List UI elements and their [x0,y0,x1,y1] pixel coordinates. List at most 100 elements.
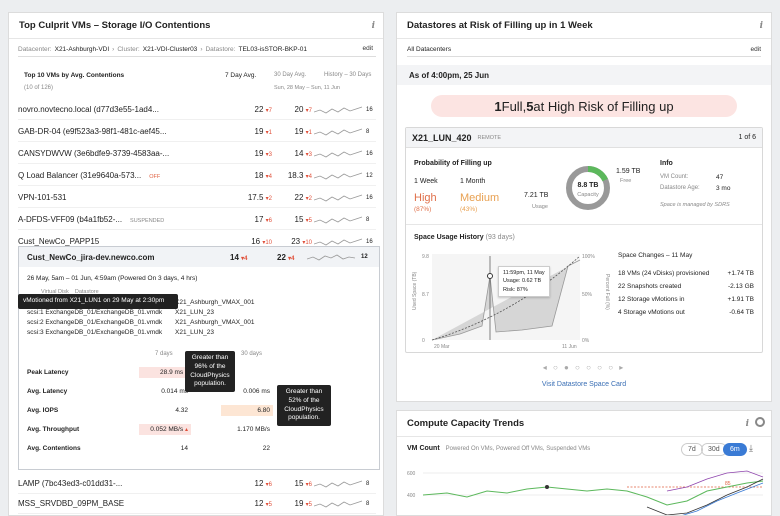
visit-space-card-link[interactable]: Visit Datastore Space Card [541,381,627,388]
breadcrumb: Datacenter: X21-Ashburgh-VDI › Cluster: X21… [18,43,376,57]
edit-link[interactable]: edit [750,46,761,53]
table-title: Top 10 VMs by Avg. Contentions [24,72,125,79]
sparkline-value: 12 [366,172,373,179]
space-change-row: 4 Storage vMotions out -0.64 TB [618,309,754,316]
gear-icon[interactable] [755,417,765,427]
avg-7day: 22 ▾7 [254,105,272,114]
y-right-label: Percent Full (%) [604,274,610,310]
table-row[interactable]: MSS_SRVDBD_09PM_BASE 12 ▾5 19 ▾5 8 [18,494,376,514]
sparkline [314,128,363,136]
range-6m[interactable]: 6m [723,443,747,456]
lun-card: X21_LUN_420 REMOTE 1 of 6 Probability of… [405,127,763,353]
space-change-row: 18 VMs (24 vDisks) provisioned +1.74 TB [618,270,754,277]
sparkline [307,254,356,261]
svg-text:9.8: 9.8 [422,254,429,260]
svg-text:20 Mar: 20 Mar [434,344,450,350]
vm-name: A-DFDS-VFF09 (b4a1fb52-... SUSPENDED [18,215,165,224]
as-of: As of 4:00pm, 25 Jun [397,65,771,85]
table-row[interactable]: LAMP (7bc43ed3-c01dd31-... 12 ▾6 15 ▾6 8 [18,474,376,494]
avg-7day: 16 ▾10 [251,237,272,246]
pager: 1 of 6 [738,134,756,141]
sparkline [314,238,363,246]
svg-text:400: 400 [407,493,416,499]
crumb-datacenter[interactable]: X21-Ashburgh-VDI [54,46,110,53]
table-row[interactable]: CANSYDWVW (3e6bdfe9-3739-4583aa-... 19 ▾… [18,144,376,164]
percentile-tooltip-2: Greater than 52% of the CloudPhysics pop… [277,385,331,427]
metric-row: Avg. IOPS 4.32 6.80 [27,401,371,419]
avg-30day: 22 ▾2 [294,193,312,202]
avg-30day: 18.3 ▾4 [287,171,312,180]
expanded-header[interactable]: Cust_NewCo_jira-dev.newco.com 14 ▾4 22 ▾… [19,247,379,267]
avg-30day: 15 ▾6 [294,479,312,488]
svg-text:600: 600 [407,471,416,477]
table-row[interactable]: A-DFDS-VFF09 (b4a1fb52-... SUSPENDED 17 ▾… [18,210,376,230]
col-30day[interactable]: 30 Day Avg. [274,72,307,78]
compute-trends-panel: Compute Capacity Trends i VM Count Powere… [396,410,772,516]
avg-7day: 18 ▾4 [254,171,272,180]
svg-text:85: 85 [725,481,731,487]
table-row[interactable]: Q Load Balancer (31e9640a-573... OFF 18 ▾… [18,166,376,186]
edit-link[interactable]: edit [362,45,373,52]
crumb-datastore[interactable]: TEL03-isSTOR-BKP-01 [238,46,307,53]
col-history: History – 30 Days [324,72,372,78]
svg-text:50%: 50% [582,292,593,298]
carousel-dots[interactable]: ◂ ○ ● ○ ○ ○ ○ ▸ [542,363,626,372]
vdisk-row: scsi:2 ExchangeDB_01/ExchangeDB_01.vmdk X… [27,319,255,326]
sparkline [314,106,363,114]
vm-count-chart[interactable]: 600 400 85 [407,461,767,516]
sparkline-value: 16 [366,106,373,113]
history-dates: Sun, 28 May – Sun, 11 Jun [274,85,340,91]
avg-7day: 17 ▾6 [254,215,272,224]
vdisk-row: scsi:3 ExchangeDB_01/ExchangeDB_01.vmdk X… [27,329,215,336]
avg-30day: 23 ▾10 [291,237,312,246]
panel-title: Datastores at Risk of Filling up in 1 We… [397,13,771,39]
sparkline-value: 8 [366,128,370,135]
info-icon[interactable]: i [745,419,749,429]
datacenter-filter[interactable]: All Datacenters [407,46,452,53]
metric-row: Avg. Contentions 14 22 [27,444,270,452]
sparkline-value: 8 [366,500,370,507]
space-change-row: 22 Snapshots created -2.13 GB [618,283,754,290]
avg-7day: 12 ▾6 [254,479,272,488]
vm-name: VPN-101-531 [18,193,67,202]
sparkline [314,480,363,488]
info-icon[interactable]: i [759,21,763,31]
avg-30day: 15 ▾5 [294,215,312,224]
lun-name[interactable]: X21_LUN_420 [412,132,472,143]
svg-text:8.7: 8.7 [422,292,429,298]
vm-name: novro.novtecno.local (d77d3e55-1ad4... [18,105,159,114]
svg-text:0%: 0% [582,338,590,344]
info-icon[interactable]: i [371,21,375,31]
svg-text:0: 0 [422,338,425,344]
avg-30day: 19 ▾1 [294,127,312,136]
range-7d[interactable]: 7d [681,443,703,456]
svg-text:11 Jun: 11 Jun [562,344,577,350]
space-change-row: 12 Storage vMotions in +1.91 TB [618,296,754,303]
table-count: (10 of 126) [24,85,54,91]
sparkline-value: 8 [366,480,370,487]
sparkline-value: 16 [366,238,373,245]
table-row[interactable]: GAB-DR-04 (e9f523a3-98f1-481c-aef45... 1… [18,122,376,142]
capacity-donut [566,166,610,210]
panel-title: Top Culprit VMs – Storage I/O Contention… [9,13,383,39]
svg-text:100%: 100% [582,254,595,260]
table-row[interactable]: VPN-101-531 17.5 ▾2 22 ▾2 16 [18,188,376,208]
metric-row: Avg. Latency 0.014 ms 0.006 ms [27,387,270,395]
datastore-risk-panel: Datastores at Risk of Filling up in 1 We… [396,12,772,402]
vm-name: Cust_NewCo_PAPP15 [18,237,100,246]
download-icon[interactable]: ⤓ [749,443,753,453]
space-usage-chart[interactable]: Used Space (TB) Percent Full (%) 9.8 8.7… [412,246,612,350]
vm-state-badge: SUSPENDED [130,218,165,224]
crumb-cluster[interactable]: X21-VDI-Cluster03 [142,46,198,53]
vm-state-badge: OFF [149,174,161,180]
table-row[interactable]: novro.novtecno.local (d77d3e55-1ad4... 2… [18,100,376,120]
chart-tooltip: 11:59pm, 11 May Usage: 0.62 TB Risk: 87% [498,266,550,297]
sparkline [314,172,363,180]
vm-name: MSS_SRVDBD_09PM_BASE [18,499,125,508]
avg-7day: 12 ▾5 [254,499,272,508]
avg-7day: 19 ▾1 [254,127,272,136]
avg-7day: 19 ▾3 [254,149,272,158]
risk-banner: 1 Full, 5 at High Risk of Filling up [431,95,737,117]
sparkline [314,216,363,224]
col-7day[interactable]: 7 Day Avg. [225,72,257,79]
